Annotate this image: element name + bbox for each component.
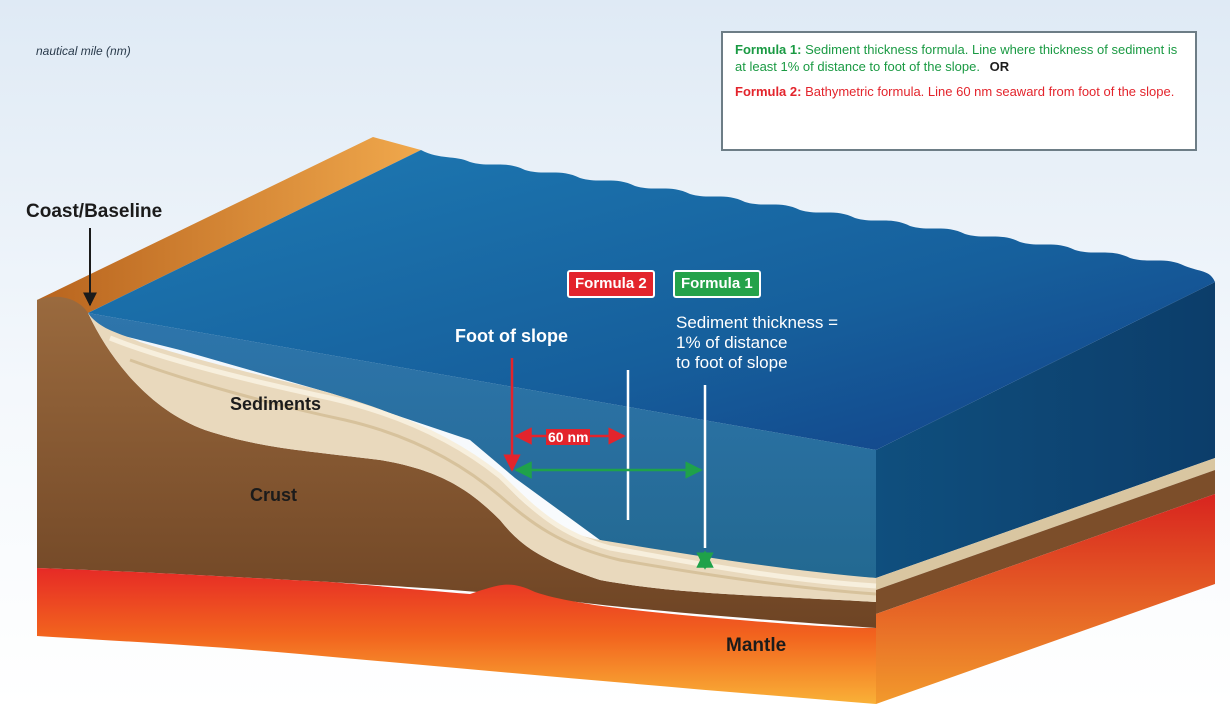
sixty-nm-label: 60 nm [546,429,591,445]
block-side-crust [876,470,1215,614]
coast-baseline-label: Coast/Baseline [26,201,163,222]
sediment-stripe-2 [129,358,877,596]
formula2-badge: Formula 2 [567,270,655,298]
ocean-surface [88,150,1215,450]
unit-note: nautical mile (nm) [36,44,131,58]
mantle-label: Mantle [726,635,787,656]
block-side-sediment [876,458,1215,590]
legend-formula2-heading: Formula 2: [735,84,802,99]
block-side-mantle [876,494,1215,704]
legend-formula2-text: Bathymetric formula. Line 60 nm seaward … [805,84,1175,99]
coast-land-top [37,137,421,313]
crust-layer [37,296,876,628]
formula1-badge: Formula 1 [673,270,761,298]
sediment-layer [88,313,876,602]
sediment-thickness-line-1: Sediment thickness = [676,313,839,332]
legend-formula1: Formula 1: Sediment thickness formula. L… [735,41,1183,75]
water-front [88,313,876,578]
legend-formula2: Formula 2: Bathymetric formula. Line 60 … [735,83,1183,100]
legend-or: OR [989,59,1010,74]
crust-label: Crust [250,485,298,505]
sediments-label: Sediments [230,394,322,414]
legend-formula1-heading: Formula 1: [735,42,802,57]
block-side-water [876,282,1215,578]
mantle-layer [37,568,876,704]
foot-of-slope-label: Foot of slope [455,326,568,346]
formula-legend: Formula 1: Sediment thickness formula. L… [721,31,1197,151]
sediment-thickness-line-2: 1% of distance [676,333,788,352]
sediment-thickness-line-3: to foot of slope [676,353,788,372]
legend-formula1-text: Sediment thickness formula. Line where t… [735,42,1178,74]
sediment-thickness-label: Sediment thickness = 1% of distance to f… [676,313,838,373]
